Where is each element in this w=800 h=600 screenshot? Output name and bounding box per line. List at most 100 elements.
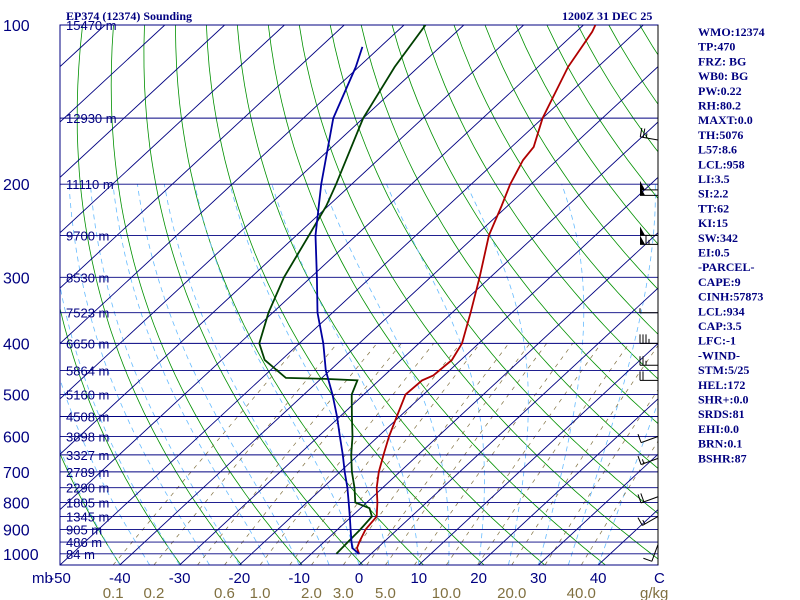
pressure-tick-label: 300 [3, 270, 30, 287]
isotherm [538, 453, 658, 565]
height-label: 486 m [66, 535, 102, 550]
mixing-ratio-line [414, 343, 573, 565]
index-line: HEL:172 [698, 378, 745, 392]
index-line: PW:0.22 [698, 84, 742, 98]
index-line: LI:3.5 [698, 172, 730, 186]
index-line: TH:5076 [698, 128, 743, 142]
barb-half-feather [641, 459, 645, 464]
mixing-ratio-line [511, 344, 658, 565]
height-label: 2789 m [66, 465, 109, 480]
dry-adiabat [453, 25, 658, 335]
dry-adiabat [206, 25, 485, 565]
mixing-ratio-labels: 0.1 0.2 0.6 1.0 2.0 3.0 5.0 10.0 20.0 40.0 [103, 585, 596, 600]
mixing-ratio-tick-label: 1.0 [250, 585, 271, 600]
pressure-tick-label: 100 [3, 18, 30, 35]
isotherm [60, 25, 225, 179]
index-line: SW:342 [698, 231, 738, 245]
height-label: 15470 m [66, 18, 117, 33]
moist-adiabat [597, 401, 658, 565]
isotherm-grid [60, 25, 658, 565]
index-line: WB0: BG [698, 69, 748, 83]
barb-feather [642, 128, 646, 138]
wind-barb [640, 235, 658, 245]
pressure-tick-label: 200 [3, 177, 30, 194]
index-line: BRN:0.1 [698, 437, 742, 451]
index-line: SI:2.2 [698, 187, 728, 201]
temperature-tick-label: 20 [470, 570, 487, 587]
height-label: 7523 m [66, 306, 109, 321]
mixing-ratio-tick-label: 3.0 [333, 585, 354, 600]
dry-adiabat [110, 25, 303, 565]
index-line: MAXT:0.0 [698, 113, 753, 127]
isotherm [418, 342, 658, 565]
dry-adiabat [515, 25, 658, 245]
height-label: 5160 m [66, 388, 109, 403]
barb-staff [640, 436, 659, 444]
barb-feather [637, 517, 643, 526]
isotherm [60, 25, 524, 455]
isotherm [60, 25, 405, 345]
dry-adiabat [60, 306, 182, 565]
isotherm [298, 232, 658, 565]
pressure-tick-label: 700 [3, 465, 30, 482]
moist-adiabat [538, 184, 585, 565]
temperature-unit: C [654, 570, 665, 587]
mixing-ratio-tick-label: 10.0 [432, 585, 461, 600]
height-label: 4508 m [66, 410, 109, 425]
temperature-tick-label: 40 [590, 570, 607, 587]
pressure-tick-label: 800 [3, 496, 30, 513]
mixing-ratio-tick-label: 40.0 [567, 585, 596, 600]
dry-adiabat [76, 25, 242, 565]
index-line: WMO:12374 [698, 25, 765, 39]
height-label: 6650 m [66, 336, 109, 351]
pressure-tick-label: 500 [3, 388, 30, 405]
index-line: L57:8.6 [698, 143, 737, 157]
mixing-ratio-unit: g/kg [640, 585, 668, 600]
moist-adiabat [466, 184, 529, 565]
chart-title: EP374 (12374) Sounding [66, 9, 192, 23]
mixing-ratio-line [197, 343, 378, 565]
height-label: 11110 m [66, 177, 114, 192]
moist-adiabat [163, 184, 330, 565]
wind-barbs [637, 127, 659, 562]
index-line: SRDS:81 [698, 407, 745, 421]
barb-half-feather [645, 133, 648, 139]
barb-pennant [640, 226, 645, 236]
index-line: TP:470 [698, 40, 735, 54]
mixing-ratio-tick-label: 0.1 [103, 585, 124, 600]
moist-adiabat [194, 184, 360, 565]
mixing-ratio-tick-label: 5.0 [375, 585, 396, 600]
dry-adiabat [422, 25, 658, 380]
wind-barb [637, 516, 659, 526]
temperature-tick-label: -20 [229, 570, 251, 587]
mixing-ratio-tick-label: 0.2 [144, 585, 165, 600]
wind-barb [639, 308, 658, 314]
mixing-ratio-line [366, 343, 531, 565]
wind-barb [639, 356, 658, 366]
mixing-ratio-line [385, 343, 547, 565]
mixing-ratio-line [289, 343, 461, 565]
moist-adiabat [60, 448, 121, 565]
moist-adiabat [229, 184, 390, 565]
temperature-tick-label: -10 [288, 570, 310, 587]
wind-barb [639, 127, 659, 141]
barb-feather [637, 434, 642, 443]
moist-adiabat [60, 378, 151, 565]
mixing-ratio-tick-label: 20.0 [497, 585, 526, 600]
height-label: 3898 m [66, 429, 109, 444]
height-label: 3327 m [66, 448, 109, 463]
index-line: CAPE:9 [698, 275, 741, 289]
mixing-ratio-tick-label: 0.6 [214, 585, 235, 600]
height-label: 1805 m [66, 496, 109, 511]
index-line: CAP:3.5 [698, 319, 742, 333]
isotherm [119, 66, 658, 565]
dry-adiabat [484, 25, 658, 290]
height-label: 5864 m [66, 363, 109, 378]
mixing-ratio-line [311, 343, 481, 565]
mixing-ratio-line [153, 343, 338, 565]
moist-adiabat [112, 184, 270, 565]
profiles [258, 25, 597, 555]
wind-barb [639, 371, 658, 381]
